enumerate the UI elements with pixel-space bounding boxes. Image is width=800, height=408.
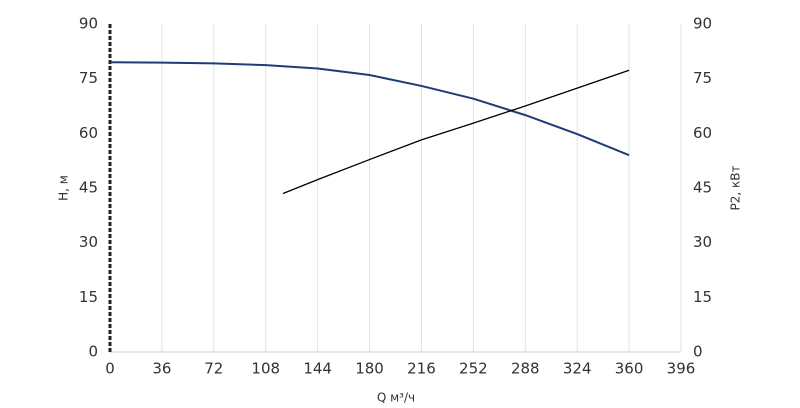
y2-tick-label: 15 bbox=[693, 288, 712, 306]
y2-axis-label: P2, кВт bbox=[729, 166, 743, 211]
y2-tick-label: 75 bbox=[693, 69, 712, 87]
x-tick-label: 360 bbox=[615, 360, 644, 378]
y-tick-label: 15 bbox=[79, 288, 98, 306]
y-tick-label: 90 bbox=[79, 15, 98, 33]
y-tick-label: 30 bbox=[79, 233, 98, 251]
x-tick-label: 396 bbox=[667, 360, 696, 378]
x-tick-label: 216 bbox=[407, 360, 436, 378]
y2-tick-label: 30 bbox=[693, 233, 712, 251]
x-tick-label: 36 bbox=[152, 360, 171, 378]
y-tick-label: 75 bbox=[79, 69, 98, 87]
series-line bbox=[282, 69, 630, 195]
x-tick-label: 288 bbox=[511, 360, 540, 378]
x-tick-label: 72 bbox=[204, 360, 223, 378]
x-axis-label: Q м³/ч bbox=[377, 391, 415, 405]
x-tick-label: 144 bbox=[303, 360, 332, 378]
y-tick-label: 60 bbox=[79, 124, 98, 142]
x-tick-label: 252 bbox=[459, 360, 488, 378]
y2-tick-label: 45 bbox=[693, 179, 712, 197]
y-axis-label: H, м bbox=[57, 175, 71, 201]
x-tick-label: 0 bbox=[105, 360, 115, 378]
y2-tick-label: 60 bbox=[693, 124, 712, 142]
y-tick-label: 45 bbox=[79, 179, 98, 197]
x-tick-label: 108 bbox=[251, 360, 280, 378]
y-tick-label: 0 bbox=[88, 343, 98, 361]
series-line bbox=[109, 61, 630, 157]
x-tick-label: 180 bbox=[355, 360, 384, 378]
y2-tick-label: 90 bbox=[693, 15, 712, 33]
x-tick-label: 324 bbox=[563, 360, 592, 378]
y2-tick-label: 0 bbox=[693, 343, 703, 361]
